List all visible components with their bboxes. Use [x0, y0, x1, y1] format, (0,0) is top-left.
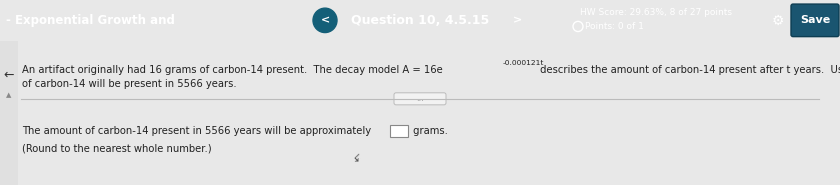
Text: HW Score: 29.63%, 8 of 27 points: HW Score: 29.63%, 8 of 27 points [580, 8, 732, 17]
Text: <: < [320, 15, 329, 25]
Text: grams.: grams. [410, 126, 448, 136]
Text: The amount of carbon-14 present in 5566 years will be approximately: The amount of carbon-14 present in 5566 … [22, 126, 371, 136]
Text: ▲: ▲ [7, 92, 12, 98]
Text: (Round to the nearest whole number.): (Round to the nearest whole number.) [22, 144, 212, 154]
Text: Points: 0 of 1: Points: 0 of 1 [585, 22, 644, 31]
Bar [0, 41, 18, 185]
Text: of carbon-14 will be present in 5566 years.: of carbon-14 will be present in 5566 yea… [22, 79, 237, 89]
Text: describes the amount of carbon-14 present after t years.  Use the model to deter: describes the amount of carbon-14 presen… [537, 65, 840, 75]
Text: ...: ... [416, 94, 424, 103]
Text: An artifact originally had 16 grams of carbon-14 present.  The decay model A = 1: An artifact originally had 16 grams of c… [22, 65, 443, 75]
Text: Save: Save [800, 15, 830, 25]
Text: Question 10, 4.5.15: Question 10, 4.5.15 [351, 14, 489, 27]
Text: >: > [513, 15, 522, 25]
Circle shape [313, 8, 337, 33]
Text: ↳: ↳ [348, 153, 362, 167]
Text: ←: ← [3, 68, 14, 81]
Text: ⚙: ⚙ [772, 13, 785, 27]
Text: -0.000121t: -0.000121t [503, 60, 544, 66]
Bar [390, 125, 408, 137]
FancyBboxPatch shape [791, 4, 839, 37]
FancyBboxPatch shape [394, 93, 446, 105]
Text: - Exponential Growth and: - Exponential Growth and [6, 14, 175, 27]
